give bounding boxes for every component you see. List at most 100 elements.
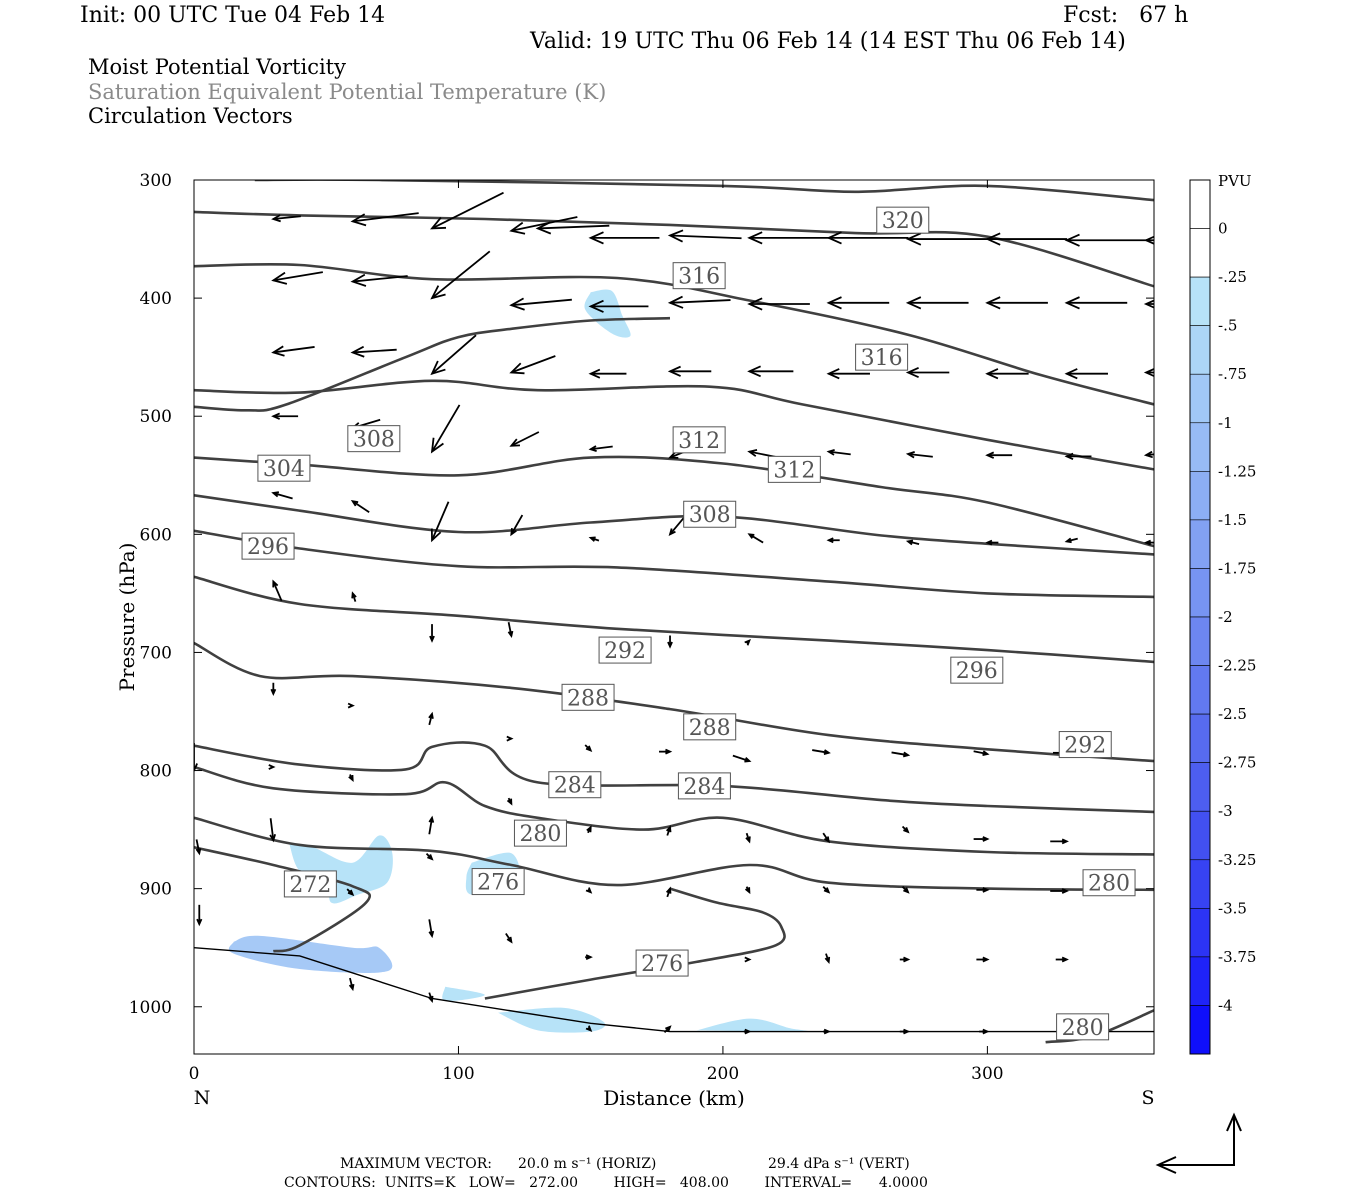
svg-text:280: 280 [1088,872,1130,897]
circulation-vector [1143,299,1154,309]
circulation-vector [506,735,514,742]
forecast-hour: Fcst: 67 h [1063,3,1189,28]
circulation-vector [350,212,419,227]
circulation-vector [507,621,514,639]
contour-label: 288 [561,683,615,711]
circulation-vector [1064,233,1147,247]
y-tick-label: 1000 [129,998,172,1018]
circulation-vector [732,754,752,763]
svg-text:276: 276 [477,871,519,896]
pv-patch-2 [289,835,393,904]
colorbar-cell [1189,228,1211,278]
circulation-vector [985,232,1068,246]
circulation-vector [429,624,435,643]
circulation-vector [1143,235,1154,245]
circulation-vector [985,539,999,546]
contour-label: 280 [1082,869,1136,897]
y-tick-label: 500 [140,407,172,427]
circulation-vector [823,1028,831,1035]
contour-label: 276 [471,868,525,896]
contour-label: 280 [1056,1013,1110,1041]
circulation-vector [509,216,578,235]
circulation-vector [667,365,712,377]
contour-info: CONTOURS: UNITS=K LOW= 272.00 HIGH= 408.… [284,1175,928,1191]
circulation-vector [430,250,491,300]
circulation-vector [812,749,831,755]
colorbar-label: -2 [1218,608,1233,626]
title-mpv: Moist Potential Vorticity [88,55,346,79]
svg-text:296: 296 [956,659,998,684]
circulation-vector [667,229,742,243]
x-end-label-north: N [194,1087,211,1109]
colorbar-cell [1189,568,1211,618]
circulation-vector [350,273,408,287]
contour-label: 284 [548,771,602,799]
colorbar-cell [1189,762,1211,812]
circulation-vector [985,296,1048,310]
svg-text:292: 292 [1064,734,1106,759]
contour-label: 296 [950,656,1004,684]
circulation-vector [663,1025,672,1033]
circulation-vector [826,368,870,380]
x-tick-label: 0 [189,1064,200,1084]
circulation-vector [268,764,276,770]
circulation-vector [744,886,751,895]
colorbar-label: -3.75 [1218,948,1256,966]
svg-text:280: 280 [1062,1016,1104,1041]
circulation-vector [588,231,660,245]
circulation-vector [194,743,198,773]
contour-label: 308 [683,500,737,528]
x-end-label-south: S [1141,1087,1154,1109]
reference-vector-horiz-head [1155,1156,1177,1174]
colorbar-cell [1189,665,1211,715]
circulation-vector [1143,450,1154,459]
circulation-vector [822,886,831,894]
circulation-vector [824,953,831,964]
circulation-vector [747,365,794,378]
circulation-vector [1064,296,1128,310]
contour-label: 292 [1058,731,1112,759]
colorbar-cell [1189,859,1211,909]
contour-label: 316 [672,262,726,290]
circulation-vector [506,797,513,806]
circulation-vector [509,355,556,375]
isentrope-5 [194,455,1154,548]
y-tick-label: 400 [140,289,172,309]
colorbar-cell [1189,956,1211,1006]
isentrope-7 [194,529,1154,599]
isentrope-3 [194,379,1154,471]
circulation-vector [976,886,990,893]
circulation-vector [428,815,435,835]
circulation-vector [348,774,354,782]
circulation-vector [510,514,524,537]
circulation-vector [509,431,540,447]
circulation-vector [271,491,293,500]
circulation-vector [269,818,277,843]
isentrope-13 [194,846,372,953]
circulation-vector [271,214,301,223]
contour-label: 304 [257,454,311,482]
svg-text:280: 280 [519,822,561,847]
colorbar-label: -1.5 [1218,511,1247,529]
max-vector-vert: 29.4 dPa s⁻¹ (VERT) [768,1156,910,1172]
colorbar-cell [1189,373,1211,424]
circulation-vector [430,334,477,376]
svg-text:284: 284 [683,775,725,800]
isentrope-12 [194,816,1154,892]
circulation-vector [430,501,450,543]
x-tick-label: 100 [442,1064,474,1084]
circulation-vector [747,231,830,245]
svg-text:308: 308 [689,503,731,528]
circulation-vector [659,748,673,755]
circulation-vector [272,579,283,602]
y-axis-label: Pressure (hPa) [115,543,139,692]
circulation-vector [1050,838,1069,845]
colorbar-label: -3 [1218,802,1233,820]
circulation-vector [826,537,840,544]
isentrope-14 [484,887,786,1000]
circulation-vector [665,825,672,836]
colorbar-label: -1.25 [1218,462,1256,480]
reference-vector-axes [1158,1115,1235,1166]
circulation-vector [743,1028,752,1035]
